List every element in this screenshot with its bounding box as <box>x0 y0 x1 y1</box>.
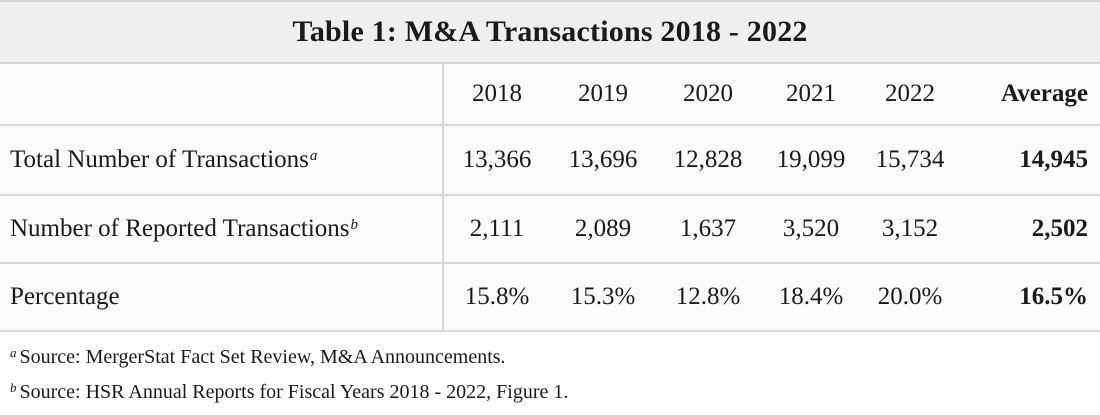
column-header-average: Average <box>958 64 1100 126</box>
row-label-reported-transactions: Number of Reported Transactions b <box>0 196 444 264</box>
table-grid: 2018 2019 2020 2021 2022 Average Total N… <box>0 64 1100 332</box>
table-footnotes: a Source: MergerStat Fact Set Review, M&A… <box>0 332 1100 410</box>
footnote-marker: b <box>350 216 359 233</box>
table-cell: 20.0% <box>862 264 958 332</box>
table-title-row: Table 1: M&A Transactions 2018 - 2022 <box>0 0 1100 64</box>
table-cell: 19,099 <box>760 126 862 196</box>
table-cell: 18.4% <box>760 264 862 332</box>
column-header-2020: 2020 <box>656 64 760 126</box>
footnote-marker: b <box>10 379 17 395</box>
table-cell: 3,520 <box>760 196 862 264</box>
column-header-2022: 2022 <box>862 64 958 126</box>
table-cell: 12,828 <box>656 126 760 196</box>
footnote-marker: a <box>309 147 318 164</box>
average-cell: 14,945 <box>958 126 1100 196</box>
footnote-marker: a <box>10 344 17 360</box>
table-cell: 2,111 <box>444 196 550 264</box>
table-cell: 15,734 <box>862 126 958 196</box>
column-header-2021: 2021 <box>760 64 862 126</box>
table-cell: 13,696 <box>550 126 656 196</box>
row-label-text: Total Number of Transactions <box>10 146 309 173</box>
table-cell: 13,366 <box>444 126 550 196</box>
footnote-text: Source: MergerStat Fact Set Review, M&A … <box>19 346 506 368</box>
column-header-2019: 2019 <box>550 64 656 126</box>
table-cell: 15.3% <box>550 264 656 332</box>
row-label-text: Number of Reported Transactions <box>10 215 350 242</box>
footnote-a: a Source: MergerStat Fact Set Review, M&A… <box>10 340 1100 375</box>
header-label-cell <box>0 64 444 126</box>
row-label-total-transactions: Total Number of Transactions a <box>0 126 444 196</box>
row-label-text: Percentage <box>10 283 120 310</box>
table-cell: 15.8% <box>444 264 550 332</box>
footnote-text: Source: HSR Annual Reports for Fiscal Ye… <box>19 381 569 403</box>
table-cell: 12.8% <box>656 264 760 332</box>
average-cell: 2,502 <box>958 196 1100 264</box>
table-cell: 1,637 <box>656 196 760 264</box>
footnote-b: b Source: HSR Annual Reports for Fiscal Y… <box>10 375 1100 410</box>
table-cell: 3,152 <box>862 196 958 264</box>
column-header-2018: 2018 <box>444 64 550 126</box>
table-cell: 2,089 <box>550 196 656 264</box>
table-bottom-border <box>0 415 1100 417</box>
average-cell: 16.5% <box>958 264 1100 332</box>
row-label-percentage: Percentage <box>0 264 444 332</box>
table-title: Table 1: M&A Transactions 2018 - 2022 <box>292 15 808 48</box>
